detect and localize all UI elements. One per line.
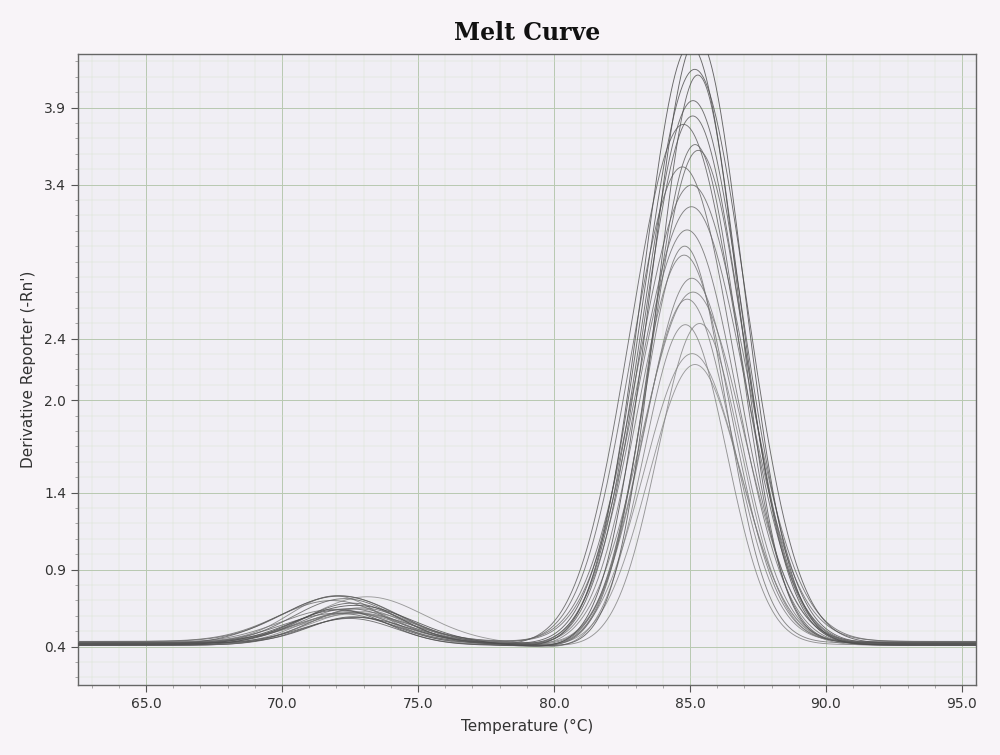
X-axis label: Temperature (°C): Temperature (°C)	[461, 720, 593, 734]
Title: Melt Curve: Melt Curve	[454, 21, 600, 45]
Y-axis label: Derivative Reporter (-Rn'): Derivative Reporter (-Rn')	[21, 271, 36, 468]
